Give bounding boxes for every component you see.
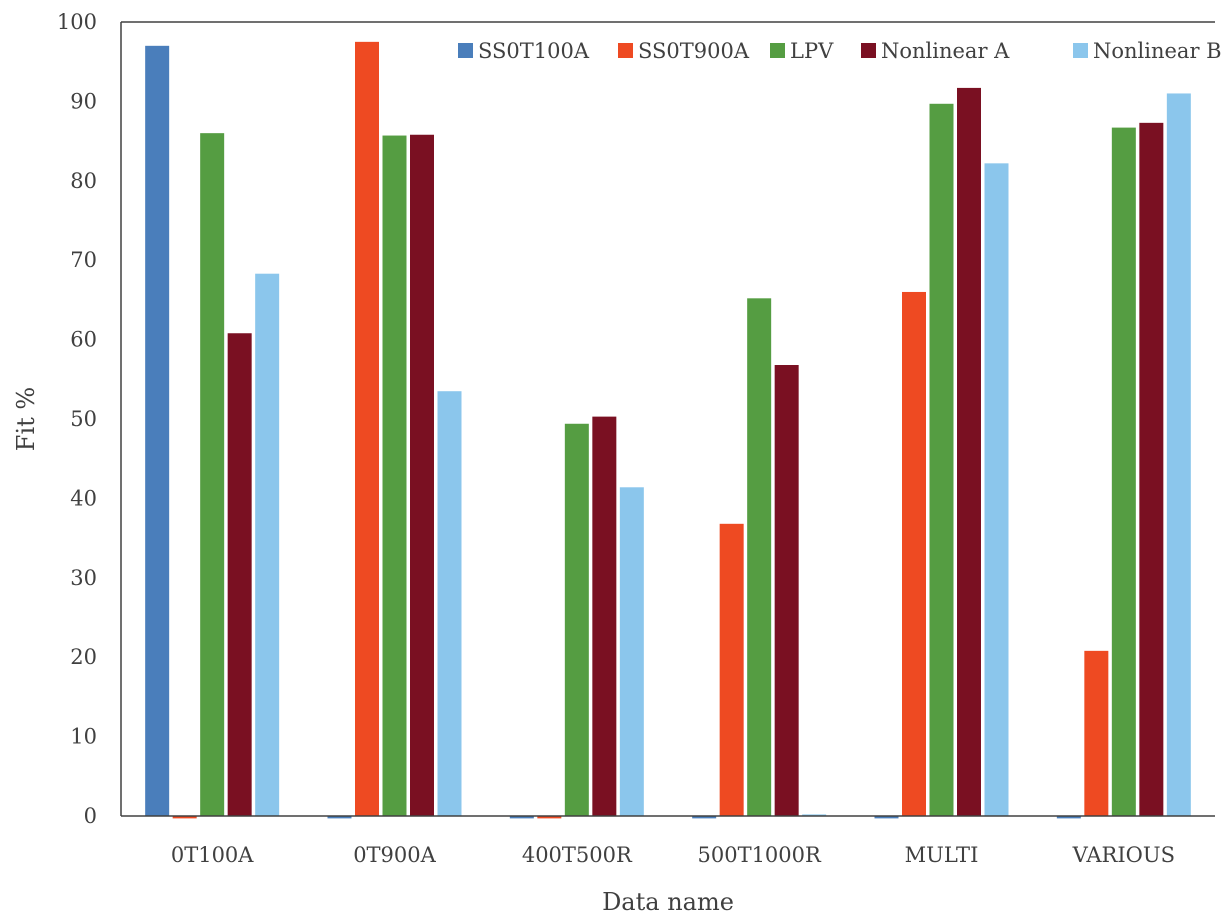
y-tick-label-100: 100 xyxy=(57,10,97,34)
x-axis-title: Data name xyxy=(602,888,734,916)
legend-swatch-lpv xyxy=(770,43,785,58)
y-tick-label-80: 80 xyxy=(70,169,97,193)
bar-nonlinear-a-0t100a xyxy=(227,333,252,816)
legend-label-nonlinear-a: Nonlinear A xyxy=(881,39,1010,63)
bar-nonlinear-b-400t500r xyxy=(619,487,644,816)
bar-ss0t900a-400t500r xyxy=(537,816,562,819)
legend: SS0T100A SS0T900A LPV Nonlinear A Nonlinear … xyxy=(458,39,1222,63)
bars-layer xyxy=(145,41,1191,819)
x-tick-label-0t900a: 0T900A xyxy=(353,843,436,867)
legend-swatch-nonlinear-b xyxy=(1073,43,1088,58)
bar-lpv-400t500r xyxy=(564,423,589,816)
x-tick-label-400t500r: 400T500R xyxy=(522,843,633,867)
bar-ss0t900a-various xyxy=(1084,650,1109,816)
bar-ss0t100a-multi xyxy=(874,816,899,819)
bar-lpv-multi xyxy=(929,103,954,817)
bar-nonlinear-b-0t900a xyxy=(437,391,462,816)
y-tick-label-30: 30 xyxy=(70,566,97,590)
legend-item-ss0t900a: SS0T900A xyxy=(618,39,750,63)
legend-item-nonlinear-a: Nonlinear A xyxy=(861,39,1010,63)
legend-swatch-nonlinear-a xyxy=(861,43,876,58)
x-tick-label-various: VARIOUS xyxy=(1072,843,1175,867)
legend-label-ss0t100a: SS0T100A xyxy=(478,39,590,63)
bar-ss0t100a-0t900a xyxy=(327,816,352,819)
bar-lpv-500t1000r xyxy=(747,298,772,816)
y-tick-label-60: 60 xyxy=(70,328,97,352)
legend-label-nonlinear-b: Nonlinear B xyxy=(1093,39,1222,63)
bar-ss0t900a-0t100a xyxy=(172,816,197,819)
legend-swatch-ss0t100a xyxy=(458,43,473,58)
bar-nonlinear-b-various xyxy=(1166,93,1191,816)
legend-swatch-ss0t900a xyxy=(618,43,633,58)
bar-nonlinear-a-400t500r xyxy=(592,416,617,816)
y-tick-label-40: 40 xyxy=(70,486,97,510)
bar-nonlinear-b-multi xyxy=(984,163,1009,816)
x-tick-label-0t100a: 0T100A xyxy=(171,843,254,867)
bar-nonlinear-a-0t900a xyxy=(410,134,434,817)
x-tick-labels: 0T100A 0T900A 400T500R 500T1000R MULTI VARIOU… xyxy=(171,843,1175,867)
y-tick-labels: 0 10 20 30 40 50 60 70 80 90 100 xyxy=(57,10,97,828)
legend-item-ss0t100a: SS0T100A xyxy=(458,39,590,63)
legend-item-nonlinear-b: Nonlinear B xyxy=(1073,39,1222,63)
legend-item-lpv: LPV xyxy=(770,39,834,63)
bar-ss0t100a-0t100a xyxy=(145,45,170,816)
bar-nonlinear-a-500t1000r xyxy=(774,365,799,816)
y-axis-title: Fit % xyxy=(12,387,40,451)
legend-label-lpv: LPV xyxy=(790,39,834,63)
x-tick-label-multi: MULTI xyxy=(905,843,979,867)
bar-ss0t100a-various xyxy=(1056,816,1081,819)
y-tick-label-50: 50 xyxy=(70,407,97,431)
y-tick-label-70: 70 xyxy=(70,248,97,272)
bar-ss0t900a-0t900a xyxy=(355,41,379,817)
bar-ss0t100a-500t1000r xyxy=(692,816,717,819)
y-tick-label-20: 20 xyxy=(70,645,97,669)
y-tick-label-0: 0 xyxy=(84,804,97,828)
bar-nonlinear-b-0t100a xyxy=(255,273,280,816)
bar-lpv-various xyxy=(1111,127,1136,817)
bar-lpv-0t900a xyxy=(382,135,407,817)
y-tick-label-90: 90 xyxy=(70,89,97,113)
x-tick-label-500t1000r: 500T1000R xyxy=(697,843,822,867)
y-tick-label-10: 10 xyxy=(70,725,97,749)
bar-nonlinear-a-multi xyxy=(957,87,981,817)
bar-nonlinear-a-various xyxy=(1139,122,1164,816)
legend-label-ss0t900a: SS0T900A xyxy=(638,39,750,63)
bar-ss0t900a-500t1000r xyxy=(719,523,744,816)
bar-lpv-0t100a xyxy=(200,133,225,816)
bar-ss0t100a-400t500r xyxy=(509,816,534,819)
bar-ss0t900a-multi xyxy=(902,291,926,817)
bar-nonlinear-b-500t1000r xyxy=(802,814,827,816)
